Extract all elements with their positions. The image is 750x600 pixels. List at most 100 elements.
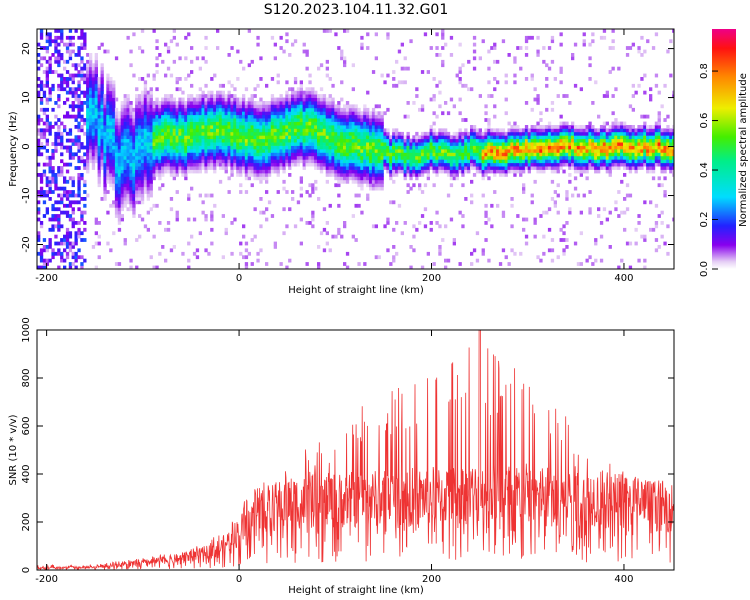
- spectrogram-cell: [187, 97, 191, 102]
- spectrogram-cell: [539, 135, 543, 140]
- spectrogram-cell: [51, 166, 55, 170]
- spectrogram-cell: [322, 101, 327, 105]
- spectrogram-cell: [132, 179, 136, 184]
- spectrogram-cell: [331, 83, 335, 88]
- spectrogram-cell: [270, 214, 275, 218]
- spectrogram-cell: [94, 149, 98, 153]
- spectrogram-cell: [325, 97, 329, 102]
- spectrogram-cell: [594, 135, 598, 140]
- spectrogram-cell: [97, 169, 101, 174]
- spectrogram-cell: [389, 142, 393, 146]
- spectrogram-cell: [322, 131, 327, 136]
- spectrogram-cell: [83, 73, 87, 78]
- spectrogram-cell: [129, 203, 133, 208]
- spectrogram-cell: [184, 128, 188, 133]
- spectrogram-cell: [420, 166, 425, 170]
- spectrogram-cell: [614, 166, 618, 170]
- spectrogram-cell: [247, 97, 251, 102]
- spectrogram-cell: [438, 224, 442, 229]
- spectrogram-cell: [164, 97, 168, 102]
- spectrogram-cell: [140, 118, 145, 122]
- spectrogram-cell: [383, 152, 387, 157]
- spectrogram-cell: [591, 39, 595, 44]
- spectrogram-cell: [340, 121, 344, 126]
- spectrogram-cell: [351, 135, 355, 140]
- spectrogram-cell: [602, 131, 607, 136]
- spectrogram-cell: [68, 265, 73, 269]
- spectrogram-cell: [305, 152, 309, 157]
- spectrogram-cell: [296, 162, 301, 167]
- spectrogram-cell: [123, 179, 127, 184]
- spectrogram-cell: [516, 145, 520, 150]
- spectrogram-cell: [86, 166, 90, 170]
- spectrogram-cell: [470, 262, 474, 266]
- spectrogram-cell: [279, 162, 283, 167]
- spectrogram-cell: [282, 186, 286, 191]
- spectrogram-cell: [218, 94, 223, 98]
- spectrogram-cell: [496, 155, 500, 160]
- spectrogram-cell: [51, 179, 55, 184]
- spectrogram-cell: [54, 145, 58, 150]
- spectrogram-cell: [524, 166, 529, 170]
- spectrogram-cell: [299, 80, 303, 85]
- spectrogram-cell: [91, 118, 96, 122]
- spectrogram-cell: [259, 118, 263, 122]
- spectrogram-cell: [190, 142, 194, 146]
- spectrogram-cell: [501, 169, 506, 174]
- spectrogram-cell: [89, 128, 93, 133]
- spectrogram-cell: [409, 169, 413, 174]
- spectrogram-cell: [135, 166, 139, 170]
- spectrogram-cell: [164, 114, 168, 119]
- spectrogram-cell: [366, 114, 370, 119]
- spectrogram-cell: [444, 265, 448, 269]
- spectrogram-cell: [467, 169, 471, 174]
- spectrogram-cell: [282, 155, 286, 160]
- spectrogram-cell: [117, 138, 122, 143]
- spectrogram-cell: [262, 128, 266, 133]
- spectrogram-cell: [77, 159, 81, 164]
- spectrogram-cell: [230, 111, 234, 116]
- spectrogram-cell: [149, 169, 153, 174]
- spectrogram-cell: [351, 128, 355, 133]
- spectrogram-cell: [299, 94, 303, 98]
- spectrogram-cell: [86, 59, 90, 64]
- spectrogram-cell: [542, 162, 546, 167]
- spectrogram-cell: [311, 97, 315, 102]
- spectrogram-cell: [227, 142, 231, 146]
- spectrogram-cell: [571, 121, 575, 126]
- spectrogram-cell: [126, 197, 130, 201]
- spectrogram-cell: [519, 131, 523, 136]
- spectrogram-cell: [149, 135, 153, 140]
- spectrogram-cell: [129, 131, 133, 136]
- spectrogram-cell: [138, 142, 142, 146]
- spectrogram-cell: [374, 32, 378, 37]
- spectrogram-cell: [224, 111, 228, 116]
- spectrogram-cell: [57, 200, 61, 205]
- spectrogram-cell: [204, 83, 208, 88]
- spectrogram-cell: [403, 138, 407, 143]
- spectrogram-cell: [602, 35, 607, 40]
- spectrogram-cell: [490, 135, 494, 140]
- spectrogram-cell: [161, 125, 165, 129]
- spectrogram-cell: [138, 176, 142, 181]
- spectrogram-cell: [216, 145, 220, 150]
- spectrogram-cell: [328, 135, 332, 140]
- spectrogram-cell: [389, 173, 393, 177]
- spectrogram-cell: [45, 176, 49, 181]
- spectrogram-cell: [204, 142, 208, 146]
- spectrogram-cell: [71, 142, 75, 146]
- spectrogram-cell: [65, 162, 70, 167]
- spectrogram-cell: [553, 135, 557, 140]
- spectrogram-cell: [132, 131, 136, 136]
- spectrogram-cell: [282, 231, 286, 236]
- spectrogram-cell: [256, 131, 260, 136]
- spectrogram-cell: [169, 155, 174, 160]
- spectrogram-cell: [522, 159, 526, 164]
- spectrogram-cell: [409, 162, 413, 167]
- spectrogram-cell: [242, 121, 246, 126]
- spectrogram-cell: [149, 186, 153, 191]
- spectrogram-cell: [207, 159, 211, 164]
- spectrogram-cell: [299, 145, 303, 150]
- spectrogram-cell: [190, 169, 194, 174]
- spectrogram-cell: [496, 128, 500, 133]
